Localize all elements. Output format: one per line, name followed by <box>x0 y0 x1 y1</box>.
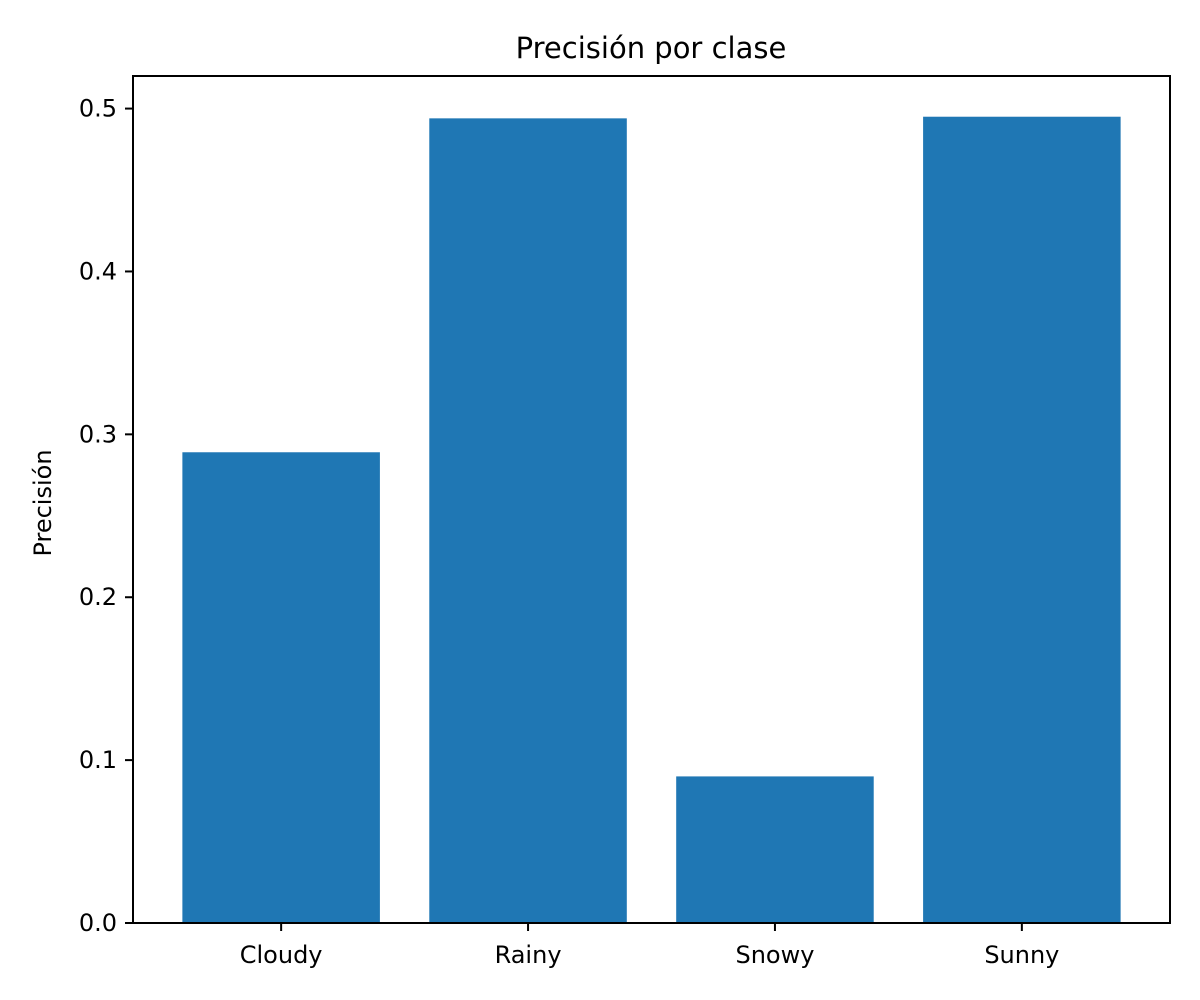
plot-frame <box>132 75 1171 924</box>
y-tick-label: 0.3 <box>79 420 117 448</box>
bar-rainy <box>429 118 627 924</box>
chart-title: Precisión por clase <box>516 31 787 65</box>
bar-snowy <box>676 776 874 923</box>
bar-cloudy <box>182 452 380 923</box>
y-tick-label: 0.5 <box>79 95 117 123</box>
x-tick-label: Sunny <box>984 941 1059 969</box>
x-tick-label: Rainy <box>495 941 562 969</box>
y-tick-label: 0.4 <box>79 257 117 285</box>
y-tick-label: 0.2 <box>79 583 117 611</box>
y-axis-label: Precisión <box>29 449 57 556</box>
bars-group <box>182 116 1121 924</box>
y-tick-label: 0.1 <box>79 746 117 774</box>
x-axis-ticks: Cloudy Rainy Snowy Sunny <box>240 923 1059 969</box>
bar-sunny <box>923 116 1121 924</box>
y-axis-ticks: 0.0 0.1 0.2 0.3 0.4 0.5 <box>79 95 133 937</box>
x-tick-label: Cloudy <box>240 941 323 969</box>
y-tick-label: 0.0 <box>79 909 117 937</box>
x-tick-label: Snowy <box>735 941 814 969</box>
